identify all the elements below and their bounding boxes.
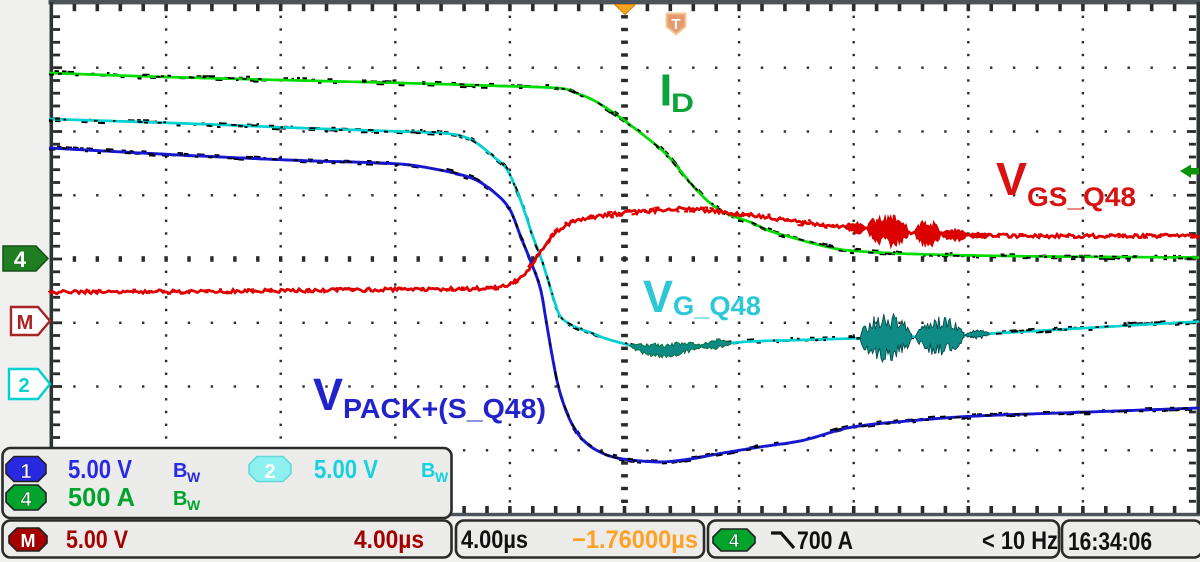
svg-text:W: W — [187, 497, 201, 513]
svg-text:700 A: 700 A — [797, 527, 853, 555]
svg-text:4: 4 — [14, 247, 27, 272]
svg-text:V: V — [643, 271, 673, 322]
svg-text:1: 1 — [20, 461, 31, 483]
svg-text:4: 4 — [20, 489, 32, 511]
svg-text:4: 4 — [729, 531, 739, 551]
svg-text:V: V — [996, 153, 1027, 205]
svg-text:G_Q48: G_Q48 — [673, 291, 761, 321]
svg-text:B: B — [173, 460, 187, 482]
svg-text:V: V — [313, 369, 343, 420]
svg-text:B: B — [173, 488, 187, 510]
svg-text:5.00 V: 5.00 V — [68, 454, 133, 484]
svg-text:4.00µs: 4.00µs — [461, 526, 528, 554]
svg-text:2: 2 — [264, 461, 275, 483]
svg-text:5.00 V: 5.00 V — [66, 526, 128, 554]
svg-text:B: B — [421, 460, 435, 482]
svg-text:500 A: 500 A — [68, 482, 135, 512]
svg-text:GS_Q48: GS_Q48 — [1027, 182, 1136, 212]
svg-text:4.00µs: 4.00µs — [354, 526, 424, 554]
svg-text:16:34:06: 16:34:06 — [1068, 528, 1152, 556]
svg-text:W: W — [187, 469, 201, 485]
svg-text:−1.76000µs: −1.76000µs — [572, 526, 698, 554]
svg-text:D: D — [671, 88, 694, 118]
svg-text:PACK+(S_Q48): PACK+(S_Q48) — [343, 393, 546, 424]
svg-text:< 10 Hz: < 10 Hz — [982, 527, 1058, 555]
svg-text:W: W — [435, 469, 449, 485]
svg-text:5.00 V: 5.00 V — [314, 454, 379, 484]
svg-text:T: T — [671, 16, 680, 33]
svg-text:M: M — [21, 531, 36, 551]
svg-text:M: M — [17, 312, 34, 334]
svg-text:2: 2 — [18, 375, 29, 397]
